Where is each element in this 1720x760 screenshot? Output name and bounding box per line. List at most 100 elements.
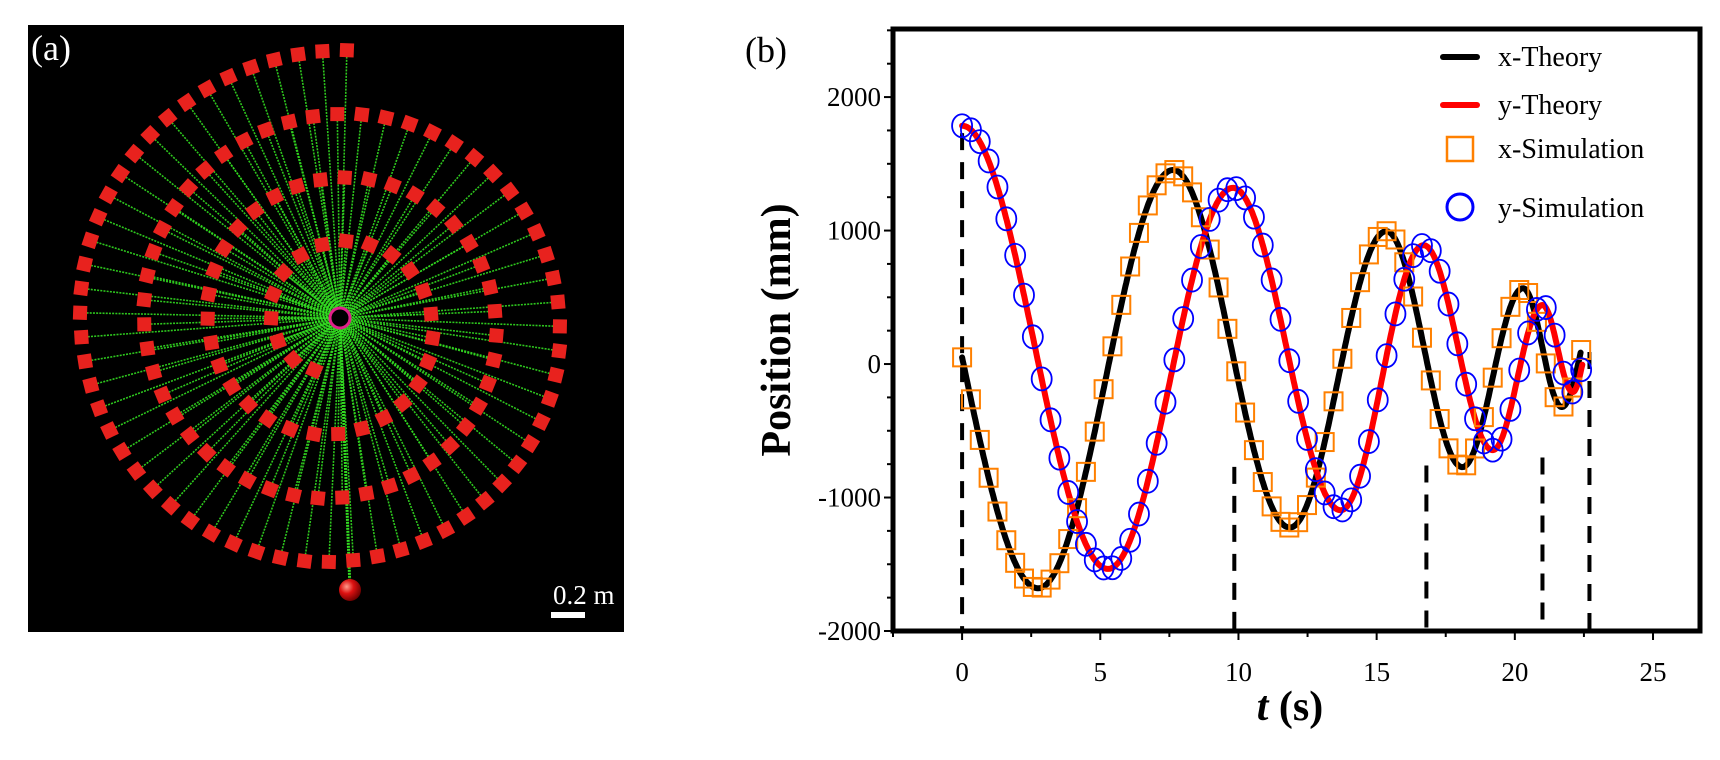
mass-square-icon [405,185,425,205]
simulation-markers [951,113,1593,598]
mass-square-icon [237,470,257,490]
mass-square-icon [200,311,215,326]
tether-line [211,317,341,344]
mass-square-icon [280,419,300,439]
mass-square-icon [377,109,395,127]
tether-line [339,317,363,429]
mass-square-icon [418,352,438,372]
mass-square-icon [201,523,222,543]
mass-square-icon [374,408,394,428]
mass-square-icon [507,454,528,475]
y-simulation-point [1517,320,1539,346]
y-simulation-point [1225,176,1248,201]
x-simulation-point [1473,407,1494,428]
x-simulation-point [969,429,990,450]
tether-line [265,129,341,319]
tether-line [144,317,341,326]
x-simulation-point [1518,283,1539,304]
mass-square-icon [263,310,279,326]
mass-square-icon [214,238,234,258]
x-simulation-point [1252,472,1273,493]
tether-line [339,242,470,319]
y-simulation-point [1526,297,1548,322]
tether-line [121,317,341,453]
mass-square-icon [222,376,242,397]
tether-line [339,317,404,404]
mass-square-icon [481,279,499,296]
x-simulation-point [1182,182,1203,203]
mass-square-icon [216,458,236,478]
x-simulation-point [1465,438,1486,459]
mass-square-icon [291,246,311,266]
y-simulation-point [995,206,1018,232]
mass-square-icon [408,374,428,394]
mass-square-icon [210,356,229,375]
tether-line [297,54,341,319]
mass-square-icon [176,92,197,113]
tether-line [90,239,341,319]
mass-square-icon [179,425,200,446]
mass-square-icon [260,480,280,499]
legend-item-x-simulation: x-Simulation [1445,134,1644,165]
mass-square-icon [353,420,371,438]
mass-square-icon [139,340,156,357]
mass-square-icon [424,330,441,347]
y-simulation-point [1013,282,1035,308]
mass-square-icon [242,58,260,77]
mass-square-icon [315,43,330,59]
tether-line [227,76,341,319]
mass-square-icon [551,343,568,359]
y-simulation-point [1004,242,1027,268]
x-simulation-point [952,347,973,368]
mass-square-icon [443,214,464,235]
x-axis-title: t (s) [1257,684,1324,730]
tether-line [81,317,341,339]
mass-square-icon [358,485,375,502]
mass-square-icon [423,123,442,142]
tether-line [231,317,341,388]
mass-square-icon [400,260,420,281]
y-simulation-point [1384,301,1407,327]
tether-line [267,317,341,420]
y-simulation-point [1331,497,1354,523]
mass-square-icon [488,328,504,344]
mass-square-icon [110,163,131,184]
y-simulation-point [951,113,973,139]
mass-square-icon [383,176,402,195]
mass-square-icon [195,160,215,180]
scale-bar-label: 0.2 m [553,580,615,610]
end-ball-icon [339,579,361,601]
y-simulation-point [1313,480,1336,506]
tether-line [339,317,560,352]
panel-a-simulation-image: (a) 0.2 m [28,25,624,632]
mass-square-icon [247,542,266,561]
y-simulation-point [1552,360,1575,386]
y-simulation-point [1260,267,1283,293]
y-simulation-point [1278,348,1301,374]
y-simulation-point [1437,291,1460,317]
y-simulation-point [1349,463,1371,489]
mass-square-icon [124,143,145,164]
y-simulation-point [1021,324,1044,350]
y-simulation-point [1375,343,1398,369]
y-simulation-point [1048,445,1071,471]
tether-line [81,287,341,319]
dashed-markers [960,133,1592,631]
y-simulation-point [1393,266,1416,292]
x-simulation-point [1049,553,1070,574]
mass-square-icon [414,282,433,300]
mass-square-icon [440,435,461,456]
mass-square-icon [164,198,184,218]
mass-square-icon [422,452,442,472]
tether-line [339,317,560,328]
x-simulation-point [978,467,999,488]
y-simulation-point [1358,429,1380,454]
x-simulation-point [1243,440,1264,461]
tether-line [339,241,347,319]
mass-square-icon [337,170,353,186]
mass-square-icon [468,396,488,416]
mass-square-icon [478,374,498,393]
mass-square-icon [392,541,410,559]
tether-line [339,254,393,319]
mass-square-icon [265,187,285,207]
